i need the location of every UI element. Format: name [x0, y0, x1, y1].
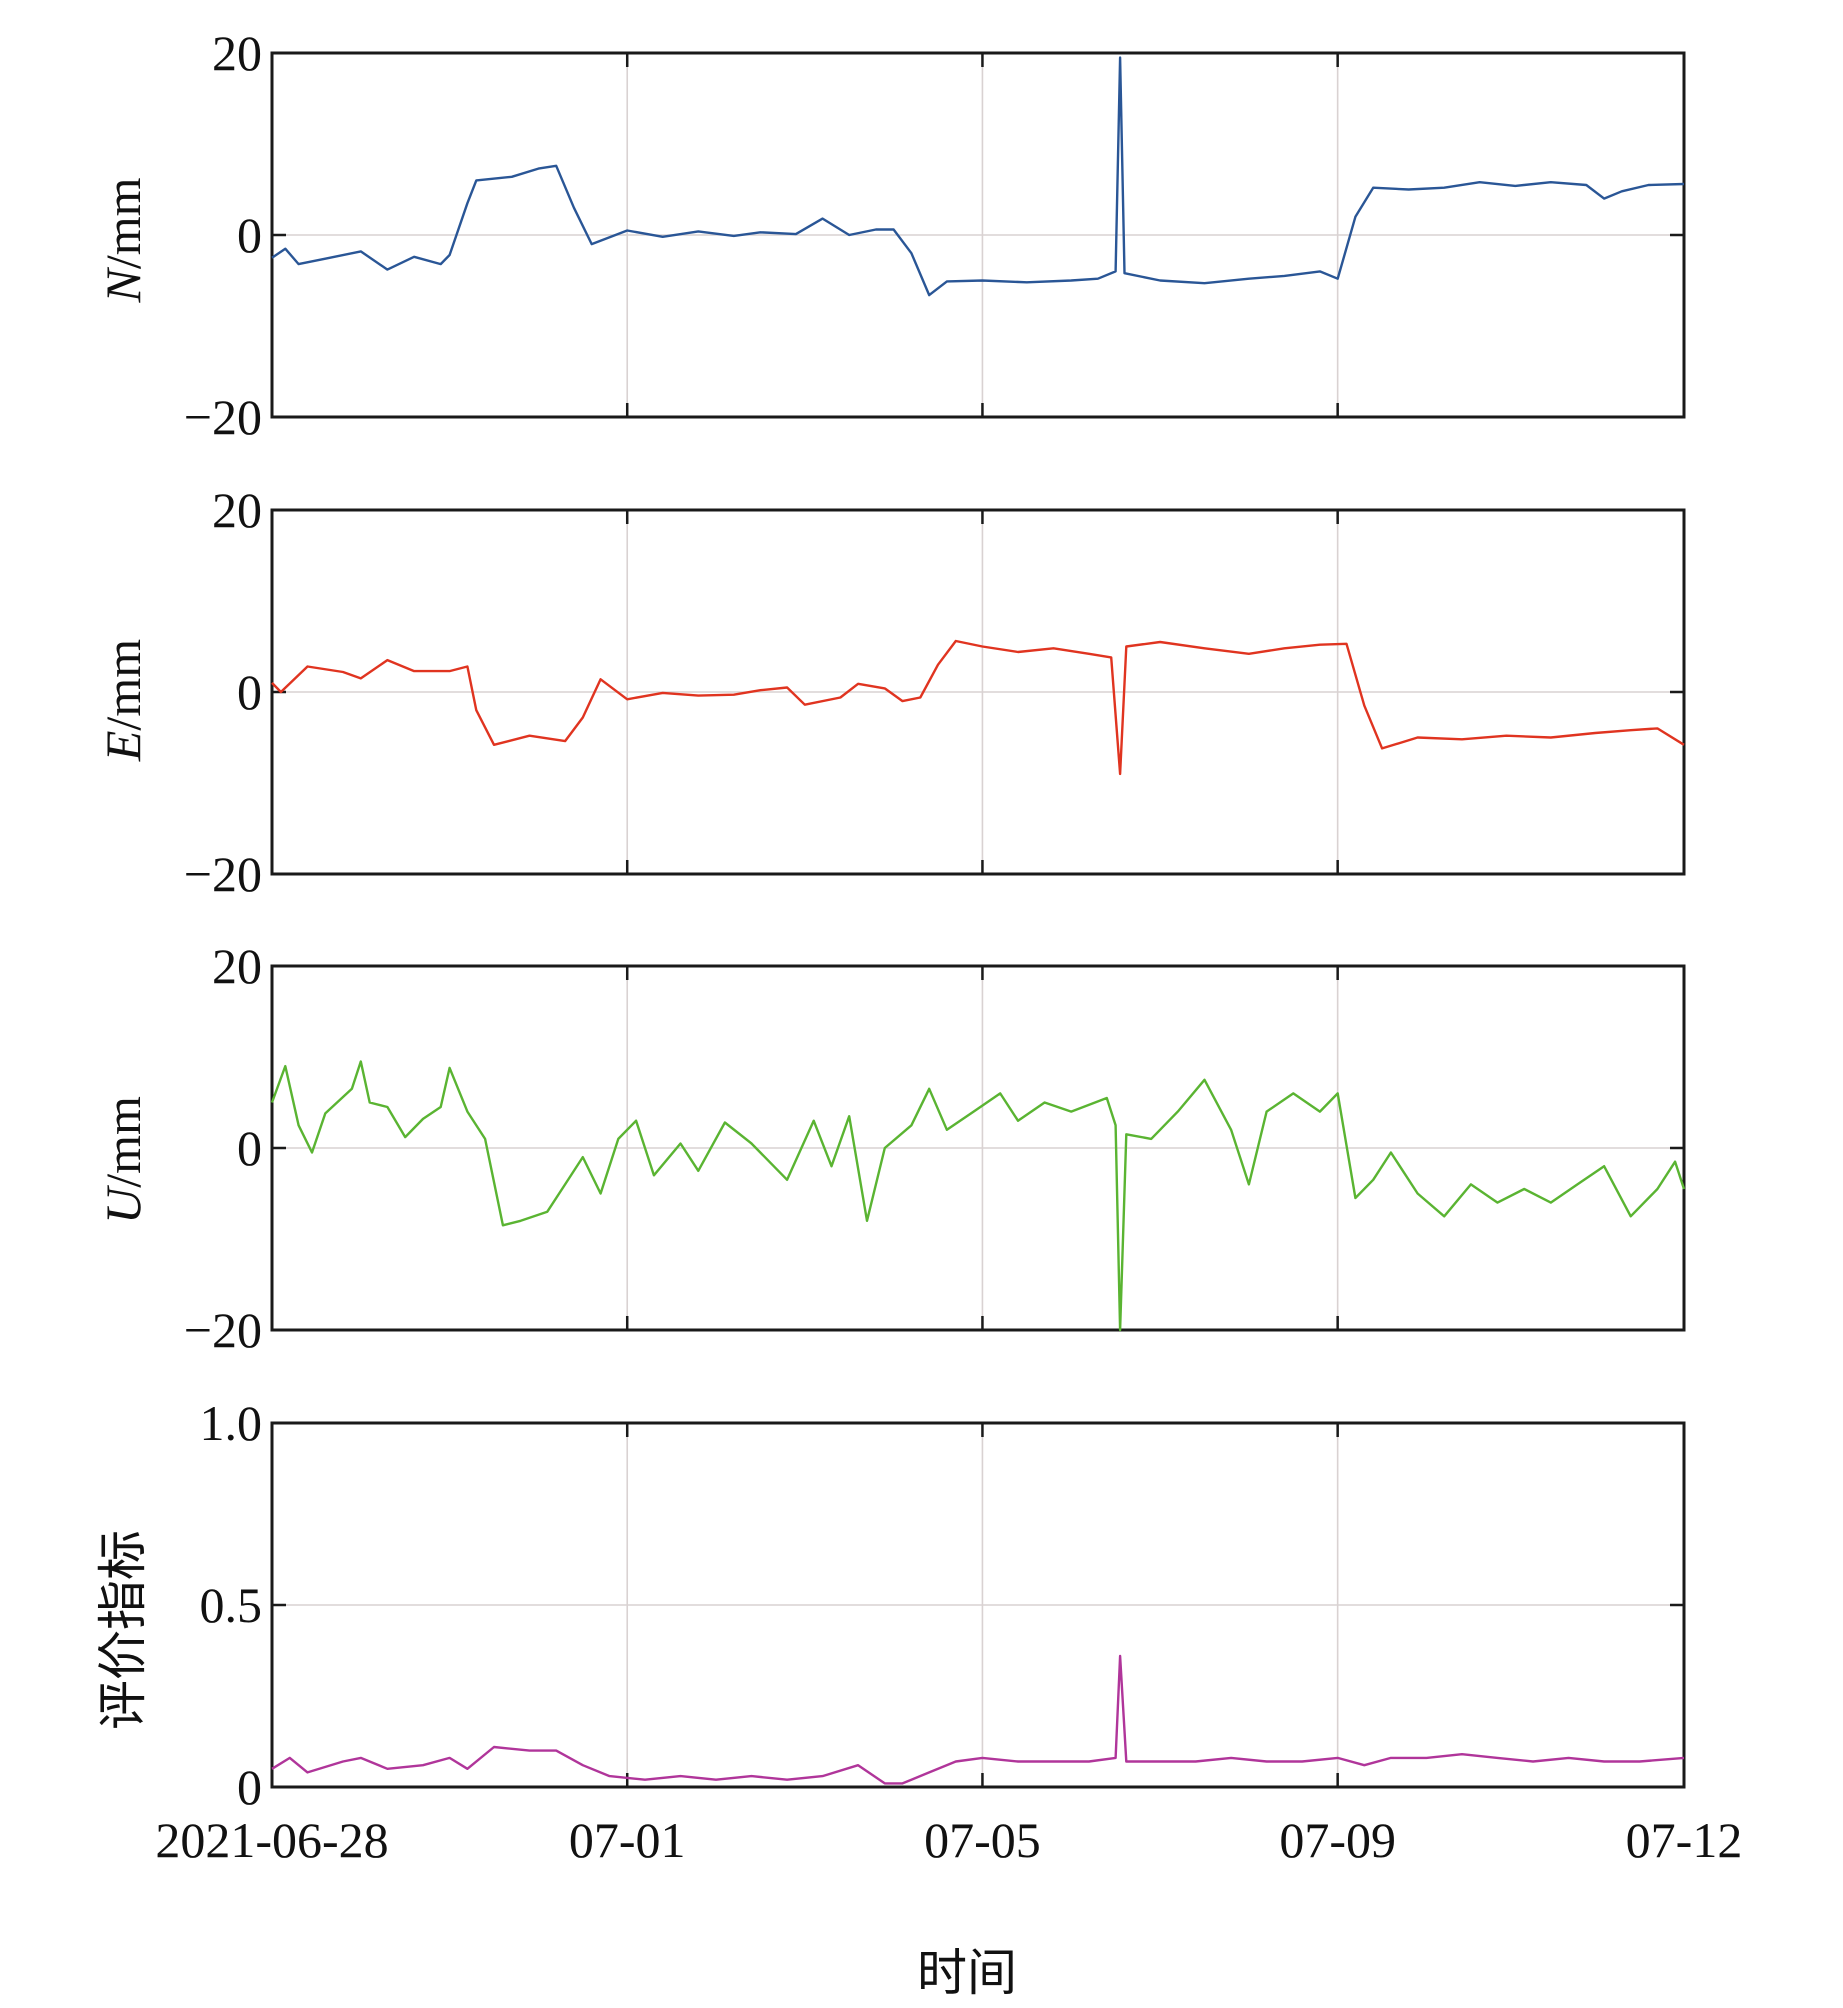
- panel-u: 20 0 −20 U/mm: [95, 938, 1686, 1358]
- panel-n: 20 0 −20 N/mm: [95, 25, 1686, 445]
- y-tick-label-n: 20: [212, 25, 262, 81]
- series-line-u: [270, 1060, 1686, 1332]
- x-tick-label: 07-01: [569, 1812, 686, 1868]
- y-tick-label-evaluation: 1.0: [200, 1395, 263, 1451]
- x-axis-tick-labels: 2021-06-28 07-01 07-05 07-09 07-12: [155, 1812, 1742, 1868]
- y-tick-label-e: −20: [184, 846, 262, 902]
- y-tick-label-e: 20: [212, 482, 262, 538]
- series-line-n: [271, 56, 1685, 297]
- series-line-e: [271, 639, 1685, 776]
- y-tick-label-u: −20: [184, 1302, 262, 1358]
- y-axis-label-u: U/mm: [95, 1096, 151, 1224]
- panel-e: 20 0 −20 E/mm: [95, 482, 1686, 902]
- y-tick-label-evaluation: 0: [237, 1759, 262, 1815]
- y-tick-label-e: 0: [237, 664, 262, 720]
- series-line-evaluation: [271, 1654, 1685, 1785]
- x-tick-label: 2021-06-28: [155, 1812, 388, 1868]
- y-tick-label-n: −20: [184, 389, 262, 445]
- y-axis-label-evaluation: 评价指标: [95, 1530, 151, 1730]
- y-tick-label-n: 0: [237, 207, 262, 263]
- x-axis-label: 时间: [917, 1945, 1017, 2001]
- x-tick-label: 07-05: [924, 1812, 1041, 1868]
- x-tick-label: 07-09: [1279, 1812, 1396, 1868]
- panel-evaluation-index: 1.0 0.5 0 评价指标: [95, 1395, 1686, 1815]
- y-axis-label-n: N/mm: [95, 177, 151, 303]
- x-tick-label: 07-12: [1626, 1812, 1743, 1868]
- y-tick-label-u: 20: [212, 938, 262, 994]
- y-tick-label-u: 0: [237, 1120, 262, 1176]
- y-axis-label-e: E/mm: [95, 639, 151, 762]
- y-tick-label-evaluation: 0.5: [200, 1577, 263, 1633]
